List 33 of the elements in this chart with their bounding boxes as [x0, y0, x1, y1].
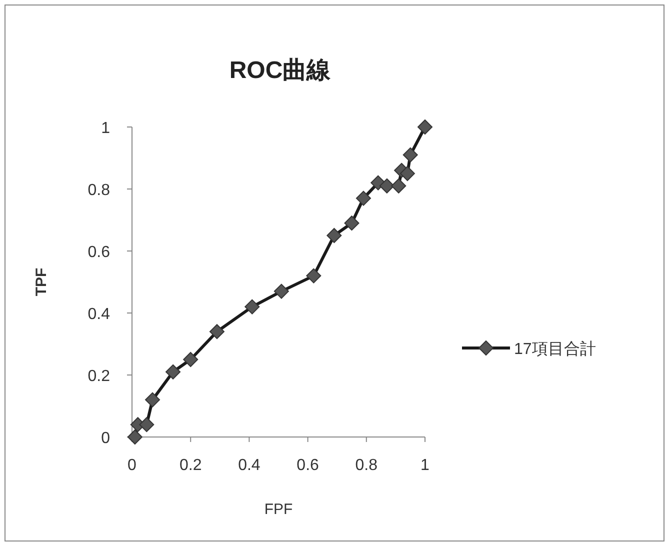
point [391, 178, 406, 194]
point [183, 352, 198, 367]
point [400, 166, 415, 181]
x-tick-label: 0.4 [238, 457, 260, 474]
point [209, 324, 224, 340]
point [274, 284, 289, 299]
x-axis-title: FPF [264, 501, 293, 518]
point [326, 228, 342, 243]
point [356, 190, 371, 206]
point [244, 299, 260, 314]
y-tick-label: 0.4 [88, 306, 110, 323]
point [402, 147, 418, 162]
point [145, 392, 160, 408]
y-tick-label: 0.2 [88, 368, 110, 385]
x-tick-label: 0.6 [296, 457, 320, 474]
y-tick-label: 0 [101, 430, 110, 447]
legend-label: 17項目合計 [514, 340, 596, 358]
y-axis-title: TPF [33, 268, 50, 296]
point [344, 216, 360, 231]
x-tick-label: 1 [420, 457, 430, 474]
x-tick-label: 0.8 [355, 457, 378, 474]
chart-title: ROC曲線 [229, 57, 332, 84]
y-tick-label: 0.8 [88, 182, 110, 199]
point [139, 417, 154, 432]
point [127, 430, 142, 444]
y-tick-label: 1 [101, 120, 110, 137]
x-tick-label: 0.2 [179, 457, 202, 474]
y-tick-label: 0.6 [88, 244, 110, 261]
point [306, 268, 322, 284]
x-tick-label: 0 [128, 457, 137, 474]
point [166, 364, 181, 380]
point [418, 120, 432, 134]
point [379, 178, 394, 194]
